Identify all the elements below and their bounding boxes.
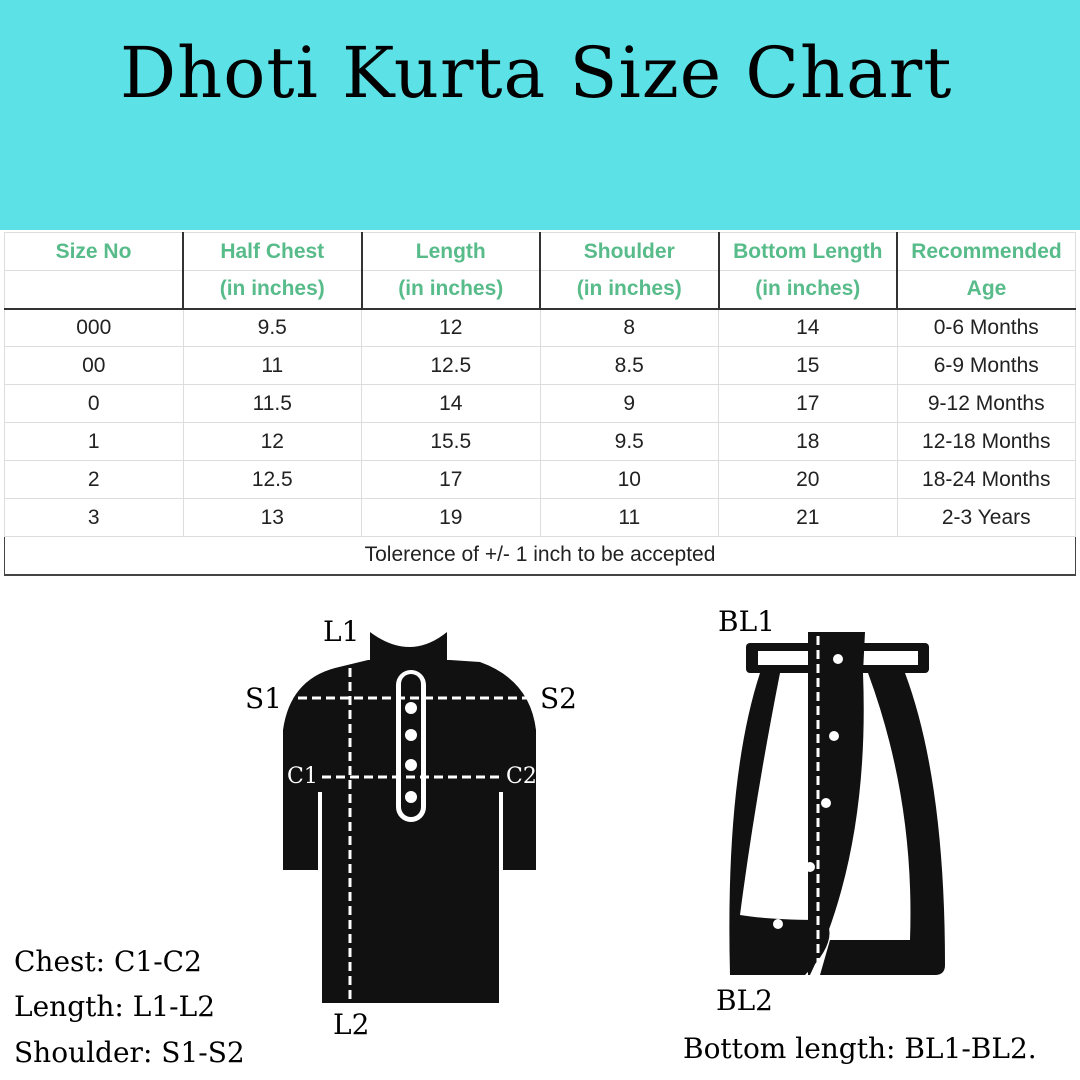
dhoti-icon xyxy=(729,632,945,975)
table-cell: 20 xyxy=(718,460,898,499)
page-title: Dhoti Kurta Size Chart xyxy=(120,32,953,114)
label-c1: C1 xyxy=(287,764,318,789)
table-cell: 9.5 xyxy=(182,308,362,347)
header-length: Length xyxy=(360,232,541,271)
label-c2: C2 xyxy=(506,764,537,789)
size-table: Size No Half Chest Length Shoulder Botto… xyxy=(4,232,1076,576)
table-cell: 14 xyxy=(718,308,898,347)
table-row: 000 9.5 12 8 14 0-6 Months xyxy=(4,308,1076,347)
table-cell: 0-6 Months xyxy=(896,308,1076,347)
title-banner xyxy=(0,0,1080,230)
header-shoulder-unit: (in inches) xyxy=(539,270,719,310)
kurta-icon xyxy=(283,632,536,1003)
label-l1: L1 xyxy=(323,615,360,648)
label-s1: S1 xyxy=(245,682,282,715)
header-recommended: Recommended xyxy=(896,232,1076,271)
table-cell: 9-12 Months xyxy=(896,384,1076,423)
label-bl2: BL2 xyxy=(716,984,773,1017)
table-cell: 2 xyxy=(4,460,184,499)
header-length-unit: (in inches) xyxy=(360,270,541,310)
legend-chest: Chest: C1-C2 xyxy=(14,945,202,978)
legend-shoulder: Shoulder: S1-S2 xyxy=(14,1036,245,1069)
header-age: Age xyxy=(896,270,1076,310)
table-cell: 12-18 Months xyxy=(896,422,1076,461)
table-cell: 2-3 Years xyxy=(896,498,1076,537)
table-cell: 11 xyxy=(182,346,362,385)
label-s2: S2 xyxy=(540,682,577,715)
table-cell: 15 xyxy=(718,346,898,385)
table-row: 3 13 19 11 21 2-3 Years xyxy=(4,498,1076,537)
legend-bottom-length: Bottom length: BL1-BL2. xyxy=(683,1032,1037,1065)
header-size-no-sub xyxy=(4,270,184,310)
table-row: 1 12 15.5 9.5 18 12-18 Months xyxy=(4,422,1076,461)
table-cell: 8.5 xyxy=(539,346,719,385)
header-size-no: Size No xyxy=(4,232,184,271)
header-row-units: (in inches) (in inches) (in inches) (in … xyxy=(4,270,1076,310)
table-cell: 17 xyxy=(361,460,541,499)
table-cell: 15.5 xyxy=(361,422,541,461)
tolerance-note: Tolerence of +/- 1 inch to be accepted xyxy=(4,536,1076,576)
label-l2: L2 xyxy=(333,1008,370,1041)
table-cell: 6-9 Months xyxy=(896,346,1076,385)
label-bl1: BL1 xyxy=(718,605,775,638)
table-cell: 12 xyxy=(361,308,541,347)
table-row: 00 11 12.5 8.5 15 6-9 Months xyxy=(4,346,1076,385)
header-row: Size No Half Chest Length Shoulder Botto… xyxy=(4,232,1076,271)
header-bottom-length: Bottom Length xyxy=(717,232,898,271)
table-cell: 13 xyxy=(182,498,362,537)
legend-length: Length: L1-L2 xyxy=(14,990,216,1023)
footer-row: Tolerence of +/- 1 inch to be accepted xyxy=(4,536,1076,576)
table-cell: 18 xyxy=(718,422,898,461)
table-cell: 1 xyxy=(4,422,184,461)
header-bottom-length-unit: (in inches) xyxy=(717,270,898,310)
